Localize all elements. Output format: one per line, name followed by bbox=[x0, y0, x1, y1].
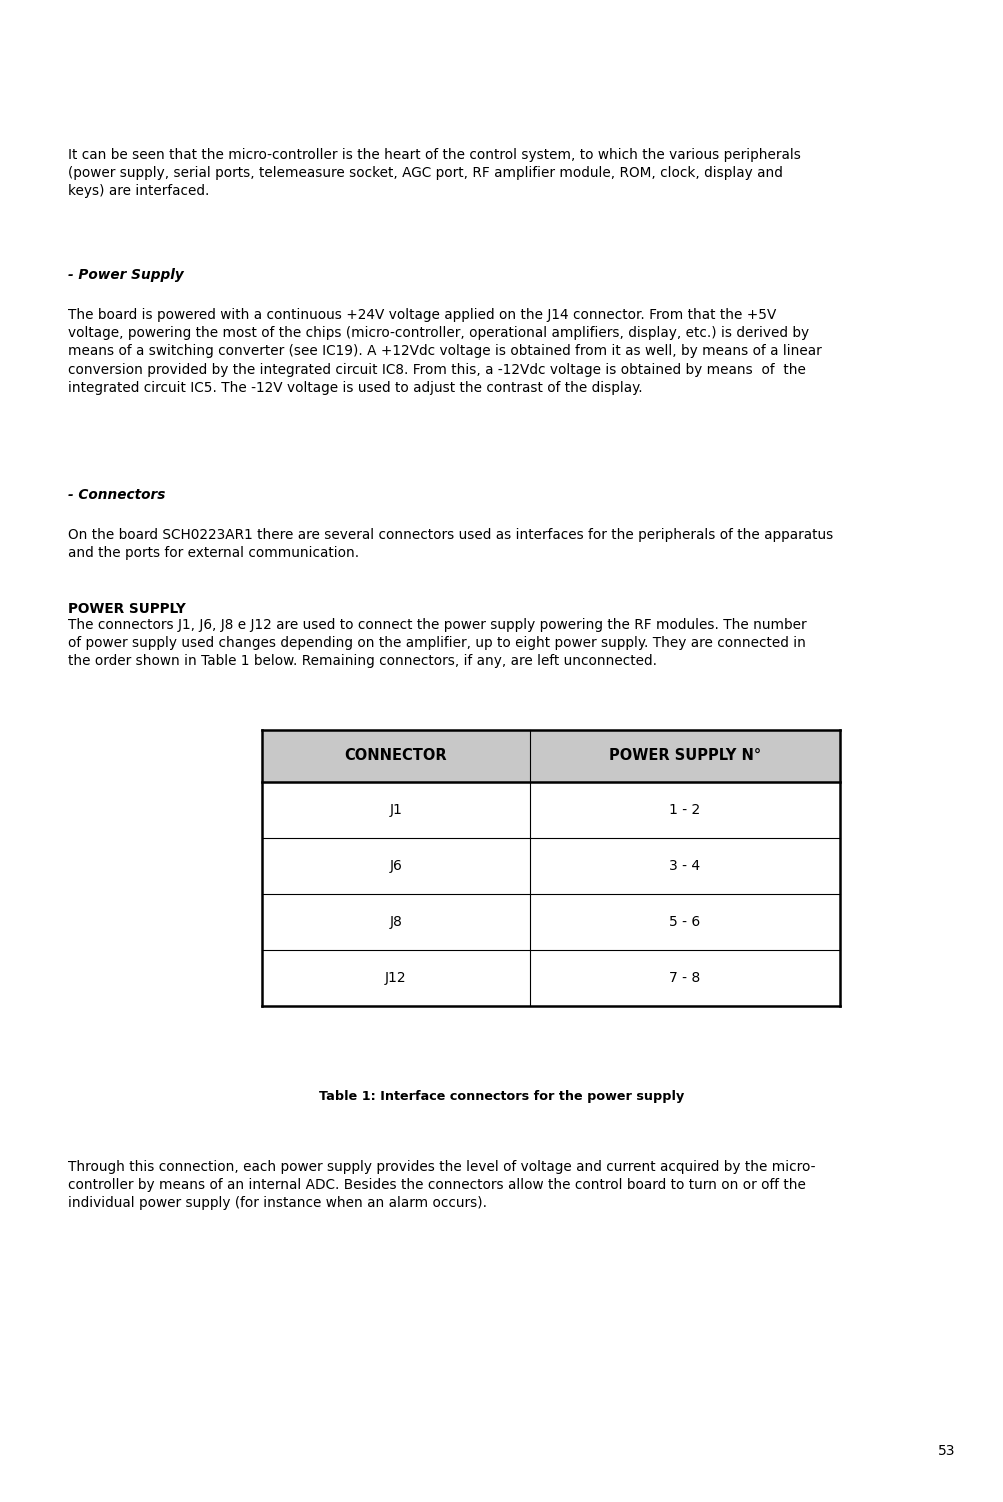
Text: 1 - 2: 1 - 2 bbox=[669, 804, 700, 817]
Text: J8: J8 bbox=[389, 915, 402, 930]
Text: - Power Supply: - Power Supply bbox=[68, 267, 184, 282]
Text: It can be seen that the micro-controller is the heart of the control system, to : It can be seen that the micro-controller… bbox=[68, 149, 800, 198]
Text: POWER SUPPLY: POWER SUPPLY bbox=[68, 602, 186, 616]
Text: J6: J6 bbox=[389, 859, 402, 873]
Bar bbox=[262, 949, 840, 1006]
Text: POWER SUPPLY N°: POWER SUPPLY N° bbox=[609, 748, 760, 763]
Bar bbox=[262, 783, 840, 838]
Text: 5 - 6: 5 - 6 bbox=[669, 915, 700, 930]
Text: 7 - 8: 7 - 8 bbox=[669, 970, 700, 985]
Text: The connectors J1, J6, J8 e J12 are used to connect the power supply powering th: The connectors J1, J6, J8 e J12 are used… bbox=[68, 617, 805, 668]
Text: The board is powered with a continuous +24V voltage applied on the J14 connector: The board is powered with a continuous +… bbox=[68, 308, 820, 395]
Text: J12: J12 bbox=[385, 970, 406, 985]
Bar bbox=[262, 730, 840, 783]
Text: J1: J1 bbox=[389, 804, 402, 817]
Bar bbox=[262, 894, 840, 949]
Bar bbox=[262, 838, 840, 894]
Text: Through this connection, each power supply provides the level of voltage and cur: Through this connection, each power supp… bbox=[68, 1160, 814, 1211]
Text: On the board SCH0223AR1 there are several connectors used as interfaces for the : On the board SCH0223AR1 there are severa… bbox=[68, 529, 832, 560]
Text: Table 1: Interface connectors for the power supply: Table 1: Interface connectors for the po… bbox=[319, 1090, 684, 1102]
Text: 3 - 4: 3 - 4 bbox=[669, 859, 700, 873]
Text: 53: 53 bbox=[937, 1443, 954, 1458]
Text: CONNECTOR: CONNECTOR bbox=[344, 748, 447, 763]
Text: - Connectors: - Connectors bbox=[68, 488, 165, 502]
